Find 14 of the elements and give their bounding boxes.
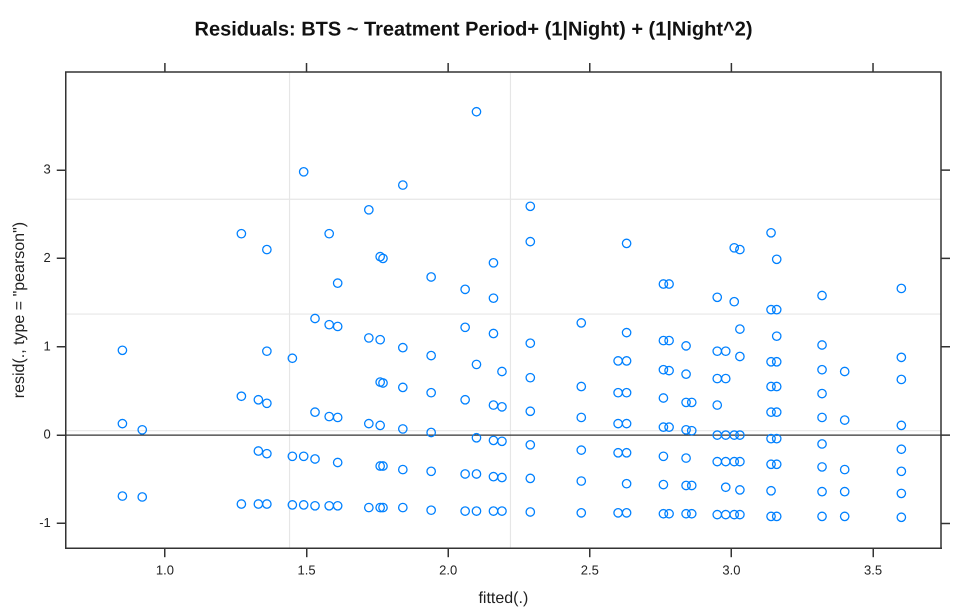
x-tick-label: 3.5	[864, 562, 882, 578]
x-tick-label: 1.5	[297, 562, 316, 578]
y-tick-label: -1	[39, 515, 51, 530]
x-tick-label: 3.0	[722, 562, 740, 578]
y-tick-label: 1	[44, 338, 51, 354]
x-tick-label: 2.0	[439, 562, 458, 578]
y-tick-label: 2	[44, 250, 51, 265]
y-tick-label: 3	[44, 162, 51, 177]
x-tick-label: 2.5	[580, 562, 599, 578]
x-axis-title: fitted(.)	[478, 590, 528, 607]
y-axis-title: resid(., type = "pearson")	[11, 222, 28, 398]
y-tick-label: 0	[44, 426, 51, 442]
chart-title: Residuals: BTS ~ Treatment Period+ (1|Night) + (1|Night^2)	[194, 18, 752, 41]
x-tick-label: 1.0	[156, 562, 174, 578]
